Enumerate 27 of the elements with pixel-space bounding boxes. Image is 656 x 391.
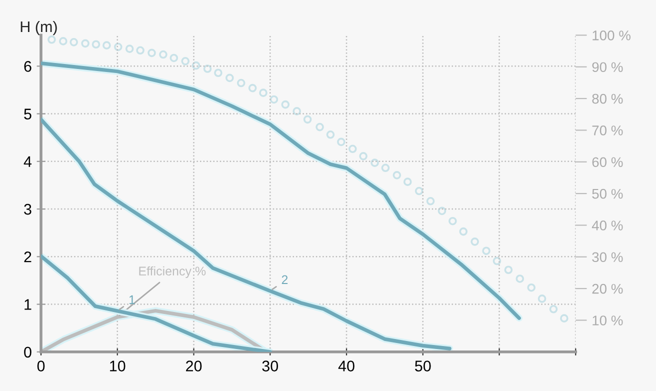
y2-tick-label: 60 % — [592, 157, 623, 168]
y2-tick-label: 30 % — [592, 252, 623, 262]
y-axis-title: H (m) — [20, 20, 57, 36]
y2-tick-label: 20 % — [592, 284, 623, 294]
text: Efficiency % — [139, 266, 206, 278]
y-tick-label: 3 — [24, 204, 32, 215]
x-tick-label: 40 — [338, 360, 354, 372]
x-tick-label: 0 — [37, 360, 45, 372]
y2-tick-label: 90 % — [592, 62, 623, 72]
x-tick-label: 10 — [110, 360, 126, 372]
y2-tick-label: 50 % — [592, 188, 623, 199]
y2-tick-label: 80 % — [592, 94, 623, 104]
x-tick-label: 50 — [415, 360, 431, 372]
y-tick-label: 1 — [24, 299, 32, 310]
x-tick-label: 20 — [186, 360, 202, 372]
y2-tick-label: 100 % — [592, 30, 630, 40]
y-tick-label: 5 — [24, 108, 32, 120]
y-tick-label: 0 — [24, 346, 32, 358]
y-tick-label: 4 — [24, 156, 32, 167]
y-tick-label: 6 — [24, 61, 32, 72]
y-tick-label: 2 — [24, 252, 32, 262]
series-label: 2 — [282, 275, 288, 284]
x-tick-label: 30 — [262, 360, 278, 372]
y2-tick-label: 10 % — [592, 316, 623, 326]
y2-tick-label: 40 % — [592, 220, 623, 230]
series-label: 1 — [129, 295, 135, 304]
y2-tick-label: 70 % — [592, 126, 623, 136]
